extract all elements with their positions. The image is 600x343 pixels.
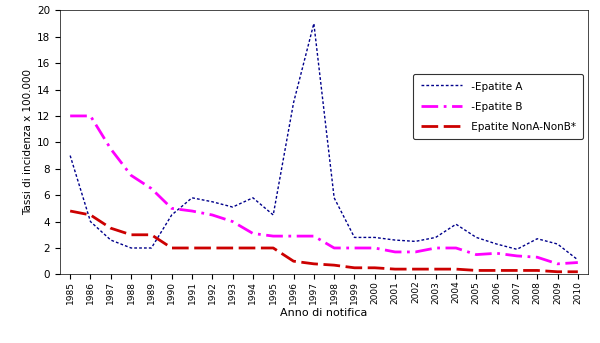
 Epatite NonA-NonB* [148,233,155,237]
 -Epatite A [493,242,500,246]
 Epatite NonA-NonB* [67,209,74,213]
 -Epatite B [331,246,338,250]
 Epatite NonA-NonB* [452,267,460,271]
X-axis label: Anno di notifica: Anno di notifica [280,308,368,318]
 -Epatite B [209,213,216,217]
 Epatite NonA-NonB* [168,246,175,250]
 -Epatite A [331,196,338,200]
 Epatite NonA-NonB* [87,213,94,217]
 -Epatite A [371,235,379,239]
 -Epatite B [229,220,236,224]
Line:  -Epatite B: -Epatite B [70,116,578,264]
 -Epatite A [290,101,297,105]
 Epatite NonA-NonB* [290,259,297,263]
 -Epatite A [554,242,561,246]
 -Epatite B [514,254,521,258]
 -Epatite B [493,251,500,255]
Y-axis label: Tassi di incidenza x 100.000: Tassi di incidenza x 100.000 [23,69,33,215]
 -Epatite B [87,114,94,118]
 -Epatite A [67,154,74,158]
 Epatite NonA-NonB* [412,267,419,271]
 -Epatite A [533,237,541,241]
 -Epatite B [67,114,74,118]
 Epatite NonA-NonB* [432,267,439,271]
 -Epatite B [351,246,358,250]
 -Epatite B [250,232,257,236]
 -Epatite A [269,213,277,217]
 -Epatite B [412,250,419,254]
 -Epatite A [310,21,317,26]
 -Epatite B [107,147,115,151]
 -Epatite B [310,234,317,238]
 -Epatite A [87,220,94,224]
Line:  -Epatite A: -Epatite A [70,23,578,260]
 Epatite NonA-NonB* [554,270,561,274]
 -Epatite B [473,252,480,257]
 -Epatite B [127,173,134,177]
 -Epatite B [554,262,561,266]
 -Epatite A [412,239,419,244]
 -Epatite B [452,246,460,250]
 -Epatite B [269,234,277,238]
 -Epatite B [148,187,155,191]
 -Epatite A [391,238,398,242]
 Epatite NonA-NonB* [391,267,398,271]
 -Epatite B [533,255,541,259]
 -Epatite B [188,209,196,213]
 Epatite NonA-NonB* [533,268,541,272]
 Epatite NonA-NonB* [269,246,277,250]
 Epatite NonA-NonB* [107,226,115,230]
 Epatite NonA-NonB* [250,246,257,250]
 -Epatite B [574,260,581,264]
 Epatite NonA-NonB* [351,266,358,270]
 -Epatite A [188,196,196,200]
Line:  Epatite NonA-NonB*: Epatite NonA-NonB* [70,211,578,272]
 -Epatite B [391,250,398,254]
 Epatite NonA-NonB* [371,266,379,270]
 Epatite NonA-NonB* [574,270,581,274]
 -Epatite A [250,196,257,200]
 Epatite NonA-NonB* [209,246,216,250]
 -Epatite A [351,235,358,239]
 -Epatite B [432,246,439,250]
 Epatite NonA-NonB* [310,262,317,266]
 -Epatite A [574,258,581,262]
 Epatite NonA-NonB* [473,268,480,272]
 -Epatite A [209,200,216,204]
 -Epatite A [107,238,115,242]
 -Epatite A [148,246,155,250]
 -Epatite A [432,235,439,239]
Legend:  -Epatite A,  -Epatite B,  Epatite NonA-NonB*: -Epatite A, -Epatite B, Epatite NonA-Non… [413,74,583,140]
 Epatite NonA-NonB* [229,246,236,250]
 Epatite NonA-NonB* [514,268,521,272]
 -Epatite B [371,246,379,250]
 Epatite NonA-NonB* [493,268,500,272]
 -Epatite B [290,234,297,238]
 Epatite NonA-NonB* [331,263,338,267]
 -Epatite A [452,222,460,226]
 -Epatite A [229,205,236,209]
 -Epatite A [127,246,134,250]
 Epatite NonA-NonB* [188,246,196,250]
 -Epatite A [473,235,480,239]
 -Epatite B [168,206,175,211]
 -Epatite A [168,213,175,217]
 -Epatite A [514,247,521,251]
 Epatite NonA-NonB* [127,233,134,237]
